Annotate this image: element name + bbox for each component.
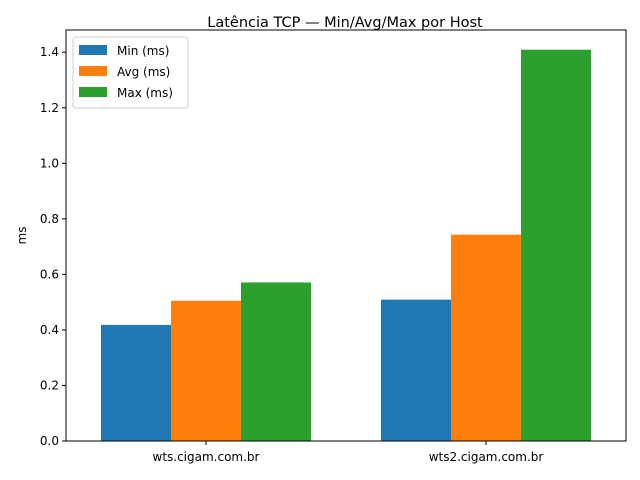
y-tick-label: 0.6 [40,267,59,281]
bar-max-0 [241,282,311,441]
bar-avg-0 [171,300,241,441]
y-tick-label: 0.2 [40,378,59,392]
y-tick-label: 1.0 [40,156,59,170]
y-tick-label: 0.8 [40,212,59,226]
legend-label: Min (ms) [117,44,169,58]
y-tick-label: 1.2 [40,101,59,115]
y-tick-label: 0.0 [40,434,59,448]
bar-min-0 [101,324,171,441]
legend-label: Avg (ms) [117,65,170,79]
y-tick-label: 1.4 [40,45,59,59]
legend-swatch [79,45,107,55]
x-tick-label: wts2.cigam.com.br [429,450,544,464]
bar-max-1 [521,49,591,442]
y-tick-label: 0.4 [40,323,59,337]
chart-title: Latência TCP — Min/Avg/Max por Host [207,15,483,31]
y-axis-ticks: 0.0 0.2 0.4 0.6 0.8 1.0 1.2 1.4 [40,45,66,448]
x-axis-ticks: wts.cigam.com.br wts2.cigam.com.br [153,441,544,464]
x-tick-label: wts.cigam.com.br [153,450,260,464]
y-axis-title: ms [15,227,29,245]
legend-swatch [79,87,107,97]
plot-frame [65,29,627,442]
legend-label: Max (ms) [117,86,173,100]
bar-avg-1 [451,234,521,441]
bar-min-1 [381,299,451,441]
bars-group [101,49,591,442]
legend-swatch [79,66,107,76]
legend: Min (ms) Avg (ms) Max (ms) [72,36,189,109]
